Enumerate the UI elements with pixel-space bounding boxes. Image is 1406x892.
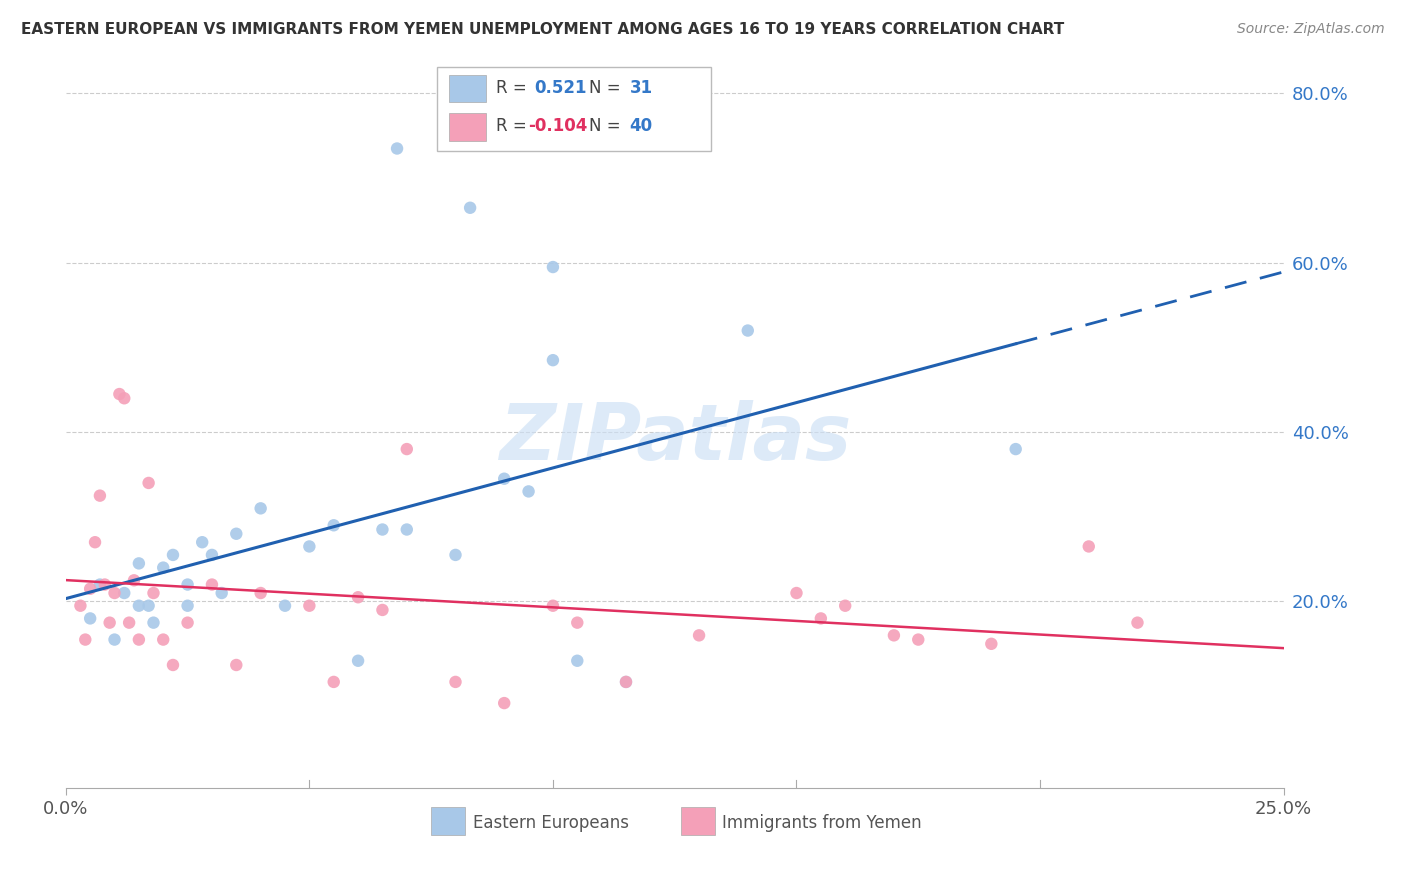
Text: N =: N =	[589, 118, 621, 136]
Point	[176, 577, 198, 591]
Point	[201, 577, 224, 591]
Point	[176, 599, 198, 613]
Point	[274, 599, 297, 613]
Point	[907, 632, 929, 647]
Point	[395, 442, 418, 456]
Point	[69, 599, 91, 613]
Text: 31: 31	[630, 78, 652, 97]
Point	[785, 586, 807, 600]
Text: N =: N =	[589, 78, 621, 97]
FancyBboxPatch shape	[432, 807, 465, 835]
Text: Immigrants from Yemen: Immigrants from Yemen	[723, 814, 922, 831]
Point	[458, 201, 481, 215]
Point	[211, 586, 233, 600]
FancyBboxPatch shape	[437, 67, 711, 151]
Point	[249, 586, 271, 600]
Point	[541, 353, 564, 368]
Point	[138, 475, 160, 490]
Point	[225, 526, 247, 541]
Point	[191, 535, 214, 549]
Point	[103, 632, 125, 647]
Point	[810, 611, 832, 625]
Point	[122, 574, 145, 588]
Point	[112, 391, 135, 405]
Point	[75, 632, 97, 647]
Point	[834, 599, 856, 613]
Point	[142, 586, 165, 600]
Text: 40: 40	[630, 118, 652, 136]
Point	[494, 696, 516, 710]
Text: ZIPatlas: ZIPatlas	[499, 401, 851, 476]
FancyBboxPatch shape	[681, 807, 714, 835]
Point	[142, 615, 165, 630]
Point	[128, 557, 150, 571]
Point	[371, 603, 394, 617]
Point	[517, 484, 540, 499]
Point	[162, 657, 184, 672]
Point	[94, 577, 117, 591]
Point	[162, 548, 184, 562]
Point	[79, 611, 101, 625]
Point	[89, 489, 111, 503]
Text: R =: R =	[496, 118, 526, 136]
Text: R =: R =	[496, 78, 526, 97]
Point	[298, 599, 321, 613]
Point	[118, 615, 141, 630]
Point	[444, 548, 467, 562]
Point	[322, 674, 344, 689]
Point	[567, 615, 589, 630]
Point	[128, 632, 150, 647]
Text: Source: ZipAtlas.com: Source: ZipAtlas.com	[1237, 22, 1385, 37]
Point	[614, 674, 637, 689]
Text: 0.521: 0.521	[534, 78, 588, 97]
Point	[1004, 442, 1026, 456]
Point	[347, 591, 370, 605]
Point	[385, 141, 408, 155]
Point	[98, 615, 121, 630]
Point	[201, 548, 224, 562]
Point	[128, 599, 150, 613]
Point	[249, 501, 271, 516]
Point	[225, 657, 247, 672]
Point	[371, 523, 394, 537]
Point	[138, 599, 160, 613]
Point	[444, 674, 467, 689]
Point	[541, 599, 564, 613]
Point	[112, 586, 135, 600]
Point	[737, 324, 759, 338]
Point	[1126, 615, 1149, 630]
Point	[980, 637, 1002, 651]
Point	[84, 535, 107, 549]
Point	[322, 518, 344, 533]
Point	[494, 472, 516, 486]
Text: Eastern Europeans: Eastern Europeans	[472, 814, 628, 831]
Point	[79, 582, 101, 596]
Text: EASTERN EUROPEAN VS IMMIGRANTS FROM YEMEN UNEMPLOYMENT AMONG AGES 16 TO 19 YEARS: EASTERN EUROPEAN VS IMMIGRANTS FROM YEME…	[21, 22, 1064, 37]
Point	[347, 654, 370, 668]
Point	[883, 628, 905, 642]
Point	[395, 523, 418, 537]
Point	[152, 560, 174, 574]
Point	[176, 615, 198, 630]
FancyBboxPatch shape	[450, 75, 486, 103]
Point	[614, 674, 637, 689]
Point	[89, 577, 111, 591]
Point	[103, 586, 125, 600]
FancyBboxPatch shape	[450, 113, 486, 141]
Point	[567, 654, 589, 668]
Point	[108, 387, 131, 401]
Point	[298, 540, 321, 554]
Point	[541, 260, 564, 274]
Point	[1077, 540, 1099, 554]
Point	[688, 628, 710, 642]
Text: -0.104: -0.104	[529, 118, 588, 136]
Point	[152, 632, 174, 647]
